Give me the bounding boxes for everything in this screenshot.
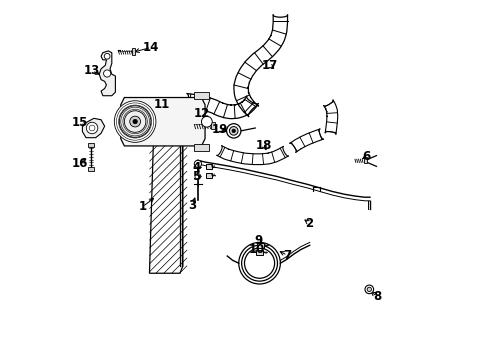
- Polygon shape: [289, 143, 296, 152]
- Bar: [257, 243, 264, 248]
- Circle shape: [366, 287, 371, 292]
- Bar: [132, 48, 135, 55]
- Bar: [205, 173, 211, 178]
- Circle shape: [124, 111, 145, 132]
- Text: 16: 16: [72, 157, 88, 170]
- Text: 8: 8: [372, 290, 381, 303]
- Circle shape: [129, 116, 140, 127]
- Bar: [194, 92, 208, 99]
- Polygon shape: [99, 51, 115, 96]
- Text: 15: 15: [72, 116, 88, 129]
- Polygon shape: [82, 118, 104, 138]
- Text: 13: 13: [84, 64, 100, 77]
- Polygon shape: [217, 146, 222, 156]
- Circle shape: [133, 120, 137, 124]
- Bar: [205, 164, 211, 169]
- Text: 1: 1: [138, 201, 146, 213]
- Polygon shape: [185, 94, 188, 107]
- Text: 6: 6: [362, 150, 370, 163]
- Circle shape: [229, 127, 238, 135]
- Circle shape: [201, 116, 212, 127]
- Bar: [88, 167, 94, 171]
- Text: 9: 9: [254, 234, 263, 247]
- Polygon shape: [323, 100, 332, 106]
- Circle shape: [104, 53, 110, 59]
- Circle shape: [119, 106, 151, 137]
- Polygon shape: [319, 129, 323, 139]
- Polygon shape: [121, 98, 204, 146]
- Polygon shape: [325, 132, 335, 134]
- Text: 11: 11: [154, 98, 170, 111]
- Text: 4: 4: [192, 161, 200, 174]
- Text: 19: 19: [211, 123, 227, 136]
- Polygon shape: [282, 147, 288, 156]
- Polygon shape: [273, 15, 287, 17]
- Bar: [363, 157, 366, 163]
- Text: 17: 17: [261, 59, 277, 72]
- Text: 7: 7: [283, 249, 291, 262]
- Circle shape: [89, 125, 95, 131]
- Bar: [194, 144, 208, 151]
- Polygon shape: [248, 106, 258, 116]
- Polygon shape: [149, 130, 184, 273]
- Circle shape: [364, 285, 373, 294]
- Text: 18: 18: [256, 139, 272, 152]
- Text: 5: 5: [192, 170, 200, 183]
- Bar: [210, 122, 215, 130]
- Circle shape: [86, 122, 98, 134]
- Text: 12: 12: [193, 107, 209, 120]
- Circle shape: [103, 70, 110, 77]
- Circle shape: [114, 101, 156, 142]
- Text: 14: 14: [143, 41, 159, 54]
- Circle shape: [194, 160, 201, 167]
- Text: 2: 2: [305, 216, 312, 230]
- Circle shape: [226, 124, 241, 138]
- Circle shape: [195, 174, 201, 179]
- Bar: [255, 250, 263, 255]
- Circle shape: [231, 129, 235, 133]
- Text: 10: 10: [248, 243, 264, 256]
- Polygon shape: [246, 96, 258, 104]
- Text: 3: 3: [188, 199, 196, 212]
- Bar: [88, 143, 94, 147]
